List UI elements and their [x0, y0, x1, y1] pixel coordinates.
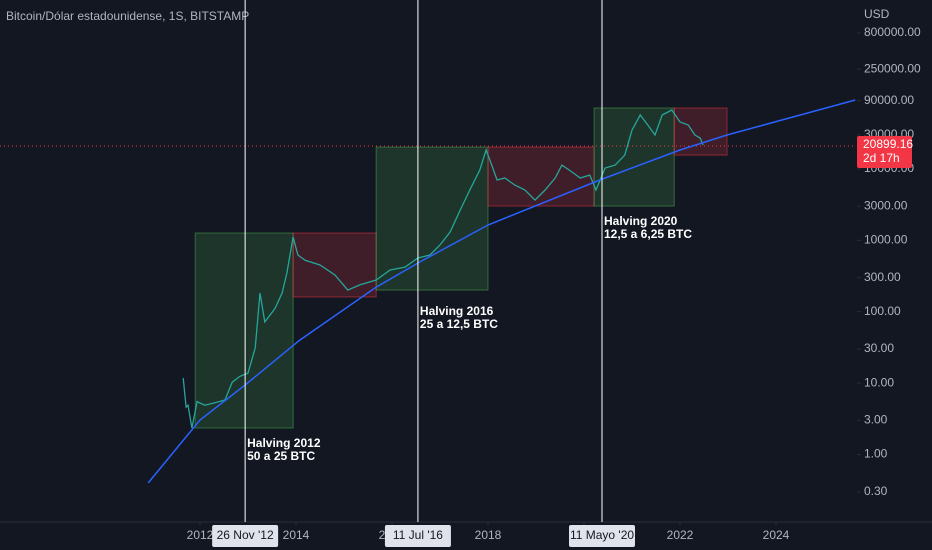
y-tick-label: 300.00 — [864, 270, 901, 284]
y-tick-label: 30.00 — [864, 341, 894, 355]
y-tick-label: 10.00 — [864, 375, 894, 389]
y-tick-label: 100.00 — [864, 304, 901, 318]
y-tick-label: 250000.00 — [864, 61, 921, 75]
date-marker-box — [384, 525, 451, 547]
date-marker-label: 11 Jul '16 — [393, 528, 443, 542]
y-tick-label: 800000.00 — [864, 25, 921, 39]
zone-box — [292, 232, 377, 298]
y-axis-label: USD — [864, 7, 890, 21]
x-tick-label: 2014 — [283, 528, 310, 542]
date-marker-box — [212, 525, 279, 547]
x-tick-label: 2012 — [187, 528, 214, 542]
date-marker-label: 11 Mayo '20 — [570, 528, 634, 542]
countdown-label: 2d 17h — [863, 151, 900, 165]
halving-title: Halving 2020 — [604, 214, 678, 228]
y-tick-label: 3000.00 — [864, 198, 908, 212]
chart-title: Bitcoin/Dólar estadounidense, 1S, BITSTA… — [6, 9, 249, 23]
y-tick-label: 3.00 — [864, 413, 888, 427]
date-marker-label: 26 Nov '12 — [217, 528, 274, 542]
halving-subtitle: 12,5 a 6,25 BTC — [604, 227, 692, 241]
y-tick-label: 1.00 — [864, 447, 888, 461]
x-tick-label: 2018 — [475, 528, 502, 542]
zone-box — [375, 146, 489, 291]
current-price-label: 20899.16 — [863, 137, 913, 151]
zone-box — [673, 107, 728, 156]
x-tick-label: 2022 — [667, 528, 694, 542]
halving-subtitle: 25 a 12,5 BTC — [420, 317, 498, 331]
price-line — [147, 99, 856, 484]
halving-subtitle: 50 a 25 BTC — [247, 449, 315, 463]
current-price-box — [857, 136, 912, 169]
halving-title: Halving 2012 — [247, 436, 321, 450]
price-line — [182, 109, 704, 429]
y-tick-label: 90000.00 — [864, 93, 914, 107]
date-marker-box — [568, 525, 635, 547]
y-tick-label: 1000.00 — [864, 232, 908, 246]
y-tick-label: 0.30 — [864, 484, 888, 498]
zone-box — [487, 146, 595, 207]
x-tick-label: 2024 — [763, 528, 790, 542]
halving-title: Halving 2016 — [420, 304, 494, 318]
zone-box — [194, 232, 294, 429]
